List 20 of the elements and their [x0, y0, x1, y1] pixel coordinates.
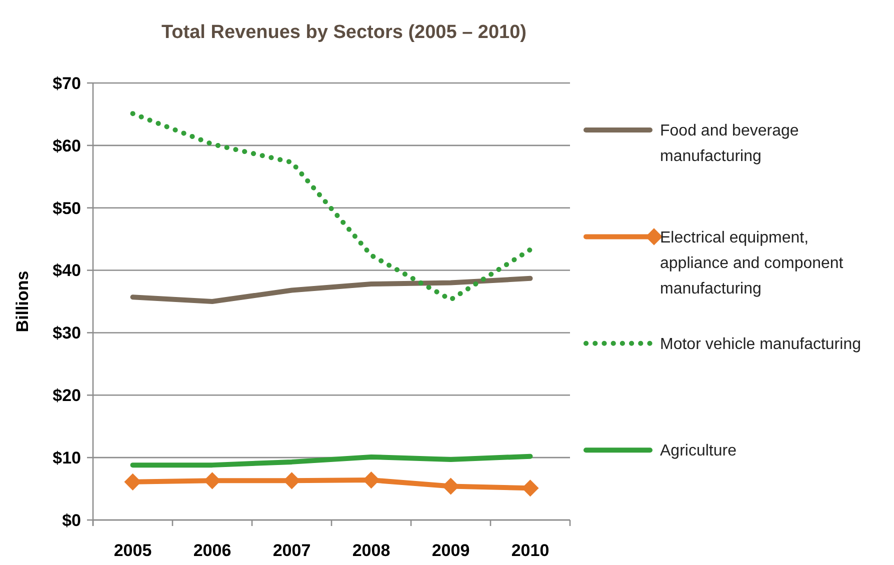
- y-axis-title: Billions: [13, 270, 32, 332]
- x-tick-label: 2005: [114, 541, 152, 560]
- y-tick-label: $60: [52, 136, 81, 156]
- x-tick-label: 2008: [352, 541, 390, 560]
- legend-label: Motor vehicle manufacturing: [660, 336, 861, 353]
- y-tick-label: $70: [52, 74, 81, 93]
- legend-label: Agriculture: [660, 442, 737, 460]
- y-tick-label: $40: [52, 261, 81, 280]
- y-tick-label: $0: [62, 510, 81, 530]
- y-tick-label: $50: [52, 198, 81, 218]
- x-tick-label: 2006: [193, 541, 232, 560]
- chart-title: Total Revenues by Sectors (2005 – 2010): [161, 22, 527, 43]
- legend-label: Electrical equipment, appliance and component manufacturing: [660, 229, 844, 298]
- y-tick-label: $20: [52, 386, 81, 406]
- x-tick-label: 2010: [511, 541, 550, 560]
- legend-label: Food and beverage manufacturing: [660, 122, 799, 166]
- x-tick-label: 2009: [432, 541, 470, 560]
- y-tick-label: $30: [52, 324, 81, 343]
- y-tick-label: $10: [52, 448, 81, 468]
- x-tick-label: 2007: [272, 541, 311, 560]
